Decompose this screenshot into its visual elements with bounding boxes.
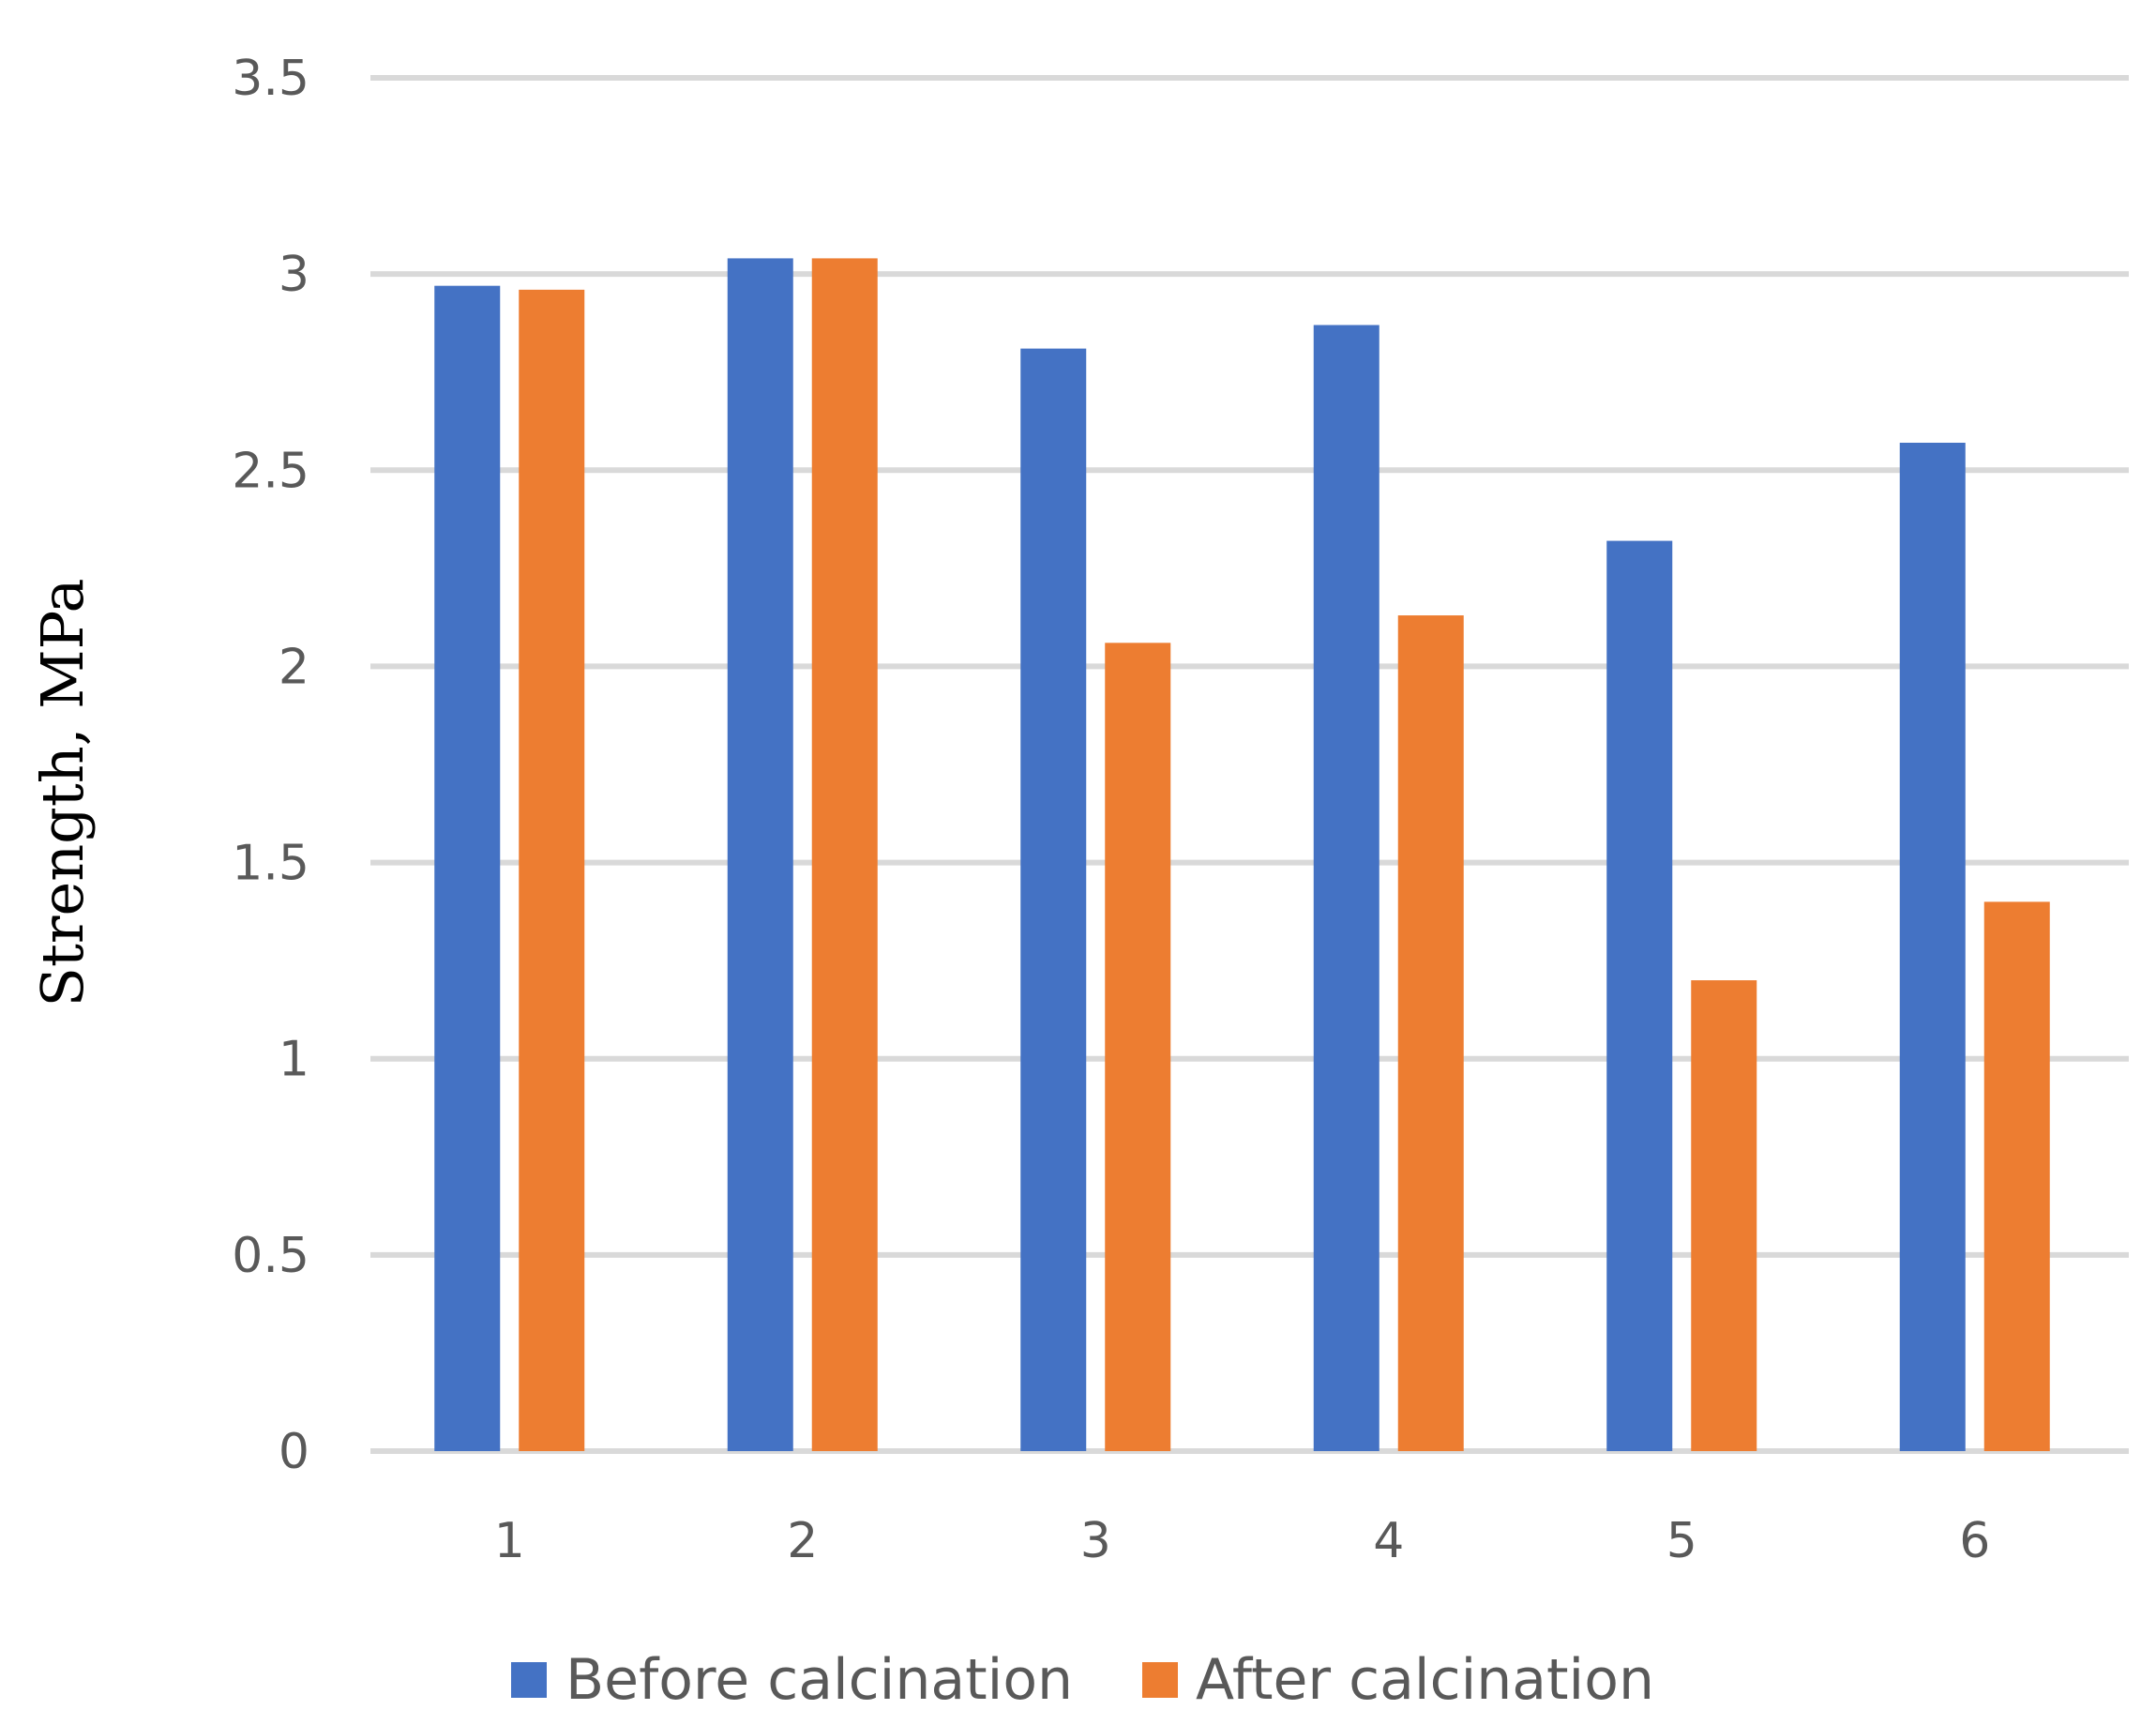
y-axis-title: Strength, MPa [28,579,97,1007]
gridlines [370,75,2129,1454]
x-tick-label: 6 [1959,1513,1990,1569]
bar-before-calcination-6 [1899,443,1966,1451]
bar-before-calcination-5 [1606,540,1673,1451]
x-tick-label: 1 [494,1513,525,1569]
bars [434,258,2050,1452]
bar-after-calcination-5 [1691,980,1757,1451]
y-tick-label: 3.5 [232,51,309,107]
y-tick-label: 0 [279,1424,309,1480]
y-tick-label: 3 [279,247,309,303]
y-tick-label: 1 [279,1032,309,1088]
bar-after-calcination-1 [519,289,585,1452]
bar-before-calcination-3 [1020,348,1087,1451]
bar-before-calcination-2 [727,258,793,1452]
bar-before-calcination-4 [1313,325,1380,1451]
x-tick-label: 4 [1373,1513,1404,1569]
legend-label-after-calcination: After calcination [1196,1647,1654,1713]
y-tick-label: 2 [279,639,309,695]
x-tick-label: 5 [1666,1513,1697,1569]
y-tick-label: 2.5 [232,443,309,499]
bar-after-calcination-2 [811,258,878,1452]
x-tick-label: 2 [787,1513,818,1569]
y-tick-label: 1.5 [232,836,309,892]
bar-after-calcination-3 [1105,643,1171,1451]
y-axis-ticks: 0 0.5 1 1.5 2 2.5 3 3.5 [232,51,309,1480]
legend-swatch-before-calcination [511,1662,547,1698]
bar-after-calcination-6 [1983,901,2050,1451]
legend-swatch-after-calcination [1142,1662,1178,1698]
legend: Before calcination After calcination [511,1647,1654,1713]
bar-after-calcination-4 [1397,615,1464,1451]
legend-label-before-calcination: Before calcination [565,1647,1073,1713]
x-tick-label: 3 [1080,1513,1111,1569]
bar-before-calcination-1 [434,285,501,1452]
x-axis-ticks: 1 2 3 4 5 6 [494,1513,1991,1569]
y-tick-label: 0.5 [232,1228,309,1284]
